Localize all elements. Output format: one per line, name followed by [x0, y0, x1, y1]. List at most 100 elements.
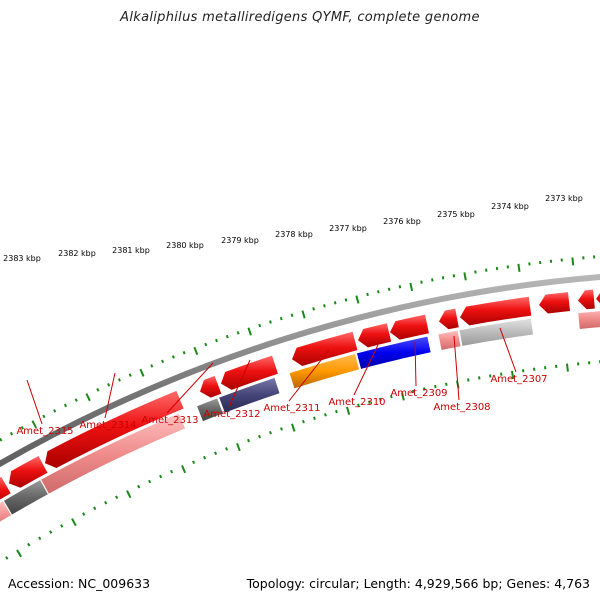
- outer-tick-minor: [441, 276, 445, 280]
- leader-line-amet-2313: [166, 362, 214, 414]
- forward-gene-arrow-1: [0, 476, 11, 500]
- gene-label-amet-2312: Amet_2312: [203, 409, 260, 420]
- cog-segment-end: [578, 311, 600, 330]
- inner-tick-major: [126, 490, 132, 499]
- kbp-label-2383-kbp: 2383 kbp: [3, 254, 41, 263]
- inner-tick-minor: [214, 451, 218, 456]
- kbp-label-2382-kbp: 2382 kbp: [58, 249, 96, 258]
- inner-tick-minor: [412, 389, 415, 394]
- inner-tick-major: [16, 549, 22, 558]
- kbp-label-2379-kbp: 2379 kbp: [221, 236, 259, 245]
- outer-tick-major: [517, 263, 521, 272]
- cog-segment-amet-2311: [289, 353, 360, 389]
- inner-tick-minor: [27, 542, 31, 547]
- inner-tick-minor: [467, 378, 470, 382]
- outer-tick-minor: [323, 304, 326, 308]
- outer-tick-major: [463, 272, 467, 281]
- inner-tick-minor: [159, 474, 163, 479]
- accession-text: Accession: NC_009633: [8, 576, 151, 591]
- outer-tick-major: [571, 257, 575, 266]
- inner-tick-major: [401, 392, 405, 401]
- inner-tick-minor: [258, 434, 261, 439]
- inner-tick-minor: [82, 512, 86, 516]
- gene-label-amet-2311: Amet_2311: [263, 403, 320, 414]
- outer-tick-minor: [279, 316, 283, 321]
- inner-tick-minor: [357, 403, 360, 408]
- inner-tick-minor: [192, 460, 196, 464]
- inner-tick-major: [291, 423, 296, 432]
- inner-tick-minor: [423, 387, 426, 391]
- outer-tick-minor: [269, 320, 272, 324]
- outer-tick-minor: [161, 359, 165, 364]
- inner-tick-minor: [115, 495, 119, 500]
- cog-segment-amet-2315: [3, 480, 48, 515]
- gene-label-amet-2313: Amet_2313: [141, 415, 198, 426]
- outer-tick-major: [139, 368, 145, 377]
- cog-segment-amet-2312: [219, 378, 280, 413]
- inner-tick-minor: [38, 536, 42, 541]
- kbp-label-2381-kbp: 2381 kbp: [112, 246, 150, 255]
- leader-line-amet-2307: [499, 327, 517, 373]
- leader-line-amet-2315: [26, 379, 43, 425]
- leader-line-amet-2311: [288, 349, 330, 402]
- inner-tick-minor: [280, 427, 283, 431]
- cog-segment-0: [0, 501, 12, 522]
- outer-tick-minor: [0, 437, 3, 442]
- outer-tick-minor: [204, 342, 208, 347]
- inner-tick-minor: [93, 506, 97, 511]
- outer-tick-minor: [150, 364, 154, 368]
- outer-tick-major: [301, 310, 306, 319]
- forward-gene-arrow-11: [539, 292, 571, 314]
- cog-segment-amet-2310: [356, 336, 431, 369]
- outer-tick-minor: [42, 414, 46, 419]
- forward-gene-arrow-7: [358, 323, 392, 348]
- forward-gene-arrow-8: [390, 314, 429, 340]
- forward-gene-arrow-6: [292, 331, 358, 366]
- outer-tick-major: [409, 282, 414, 292]
- outer-tick-major: [193, 346, 199, 356]
- kbp-label-2374-kbp: 2374 kbp: [491, 202, 529, 211]
- inner-tick-major: [511, 370, 515, 379]
- outer-tick-minor: [182, 350, 186, 355]
- inner-tick-major: [346, 406, 351, 415]
- outer-tick-minor: [258, 323, 262, 328]
- forward-gene-arrow-5: [221, 355, 278, 390]
- outer-tick-minor: [344, 298, 348, 302]
- map-title: Alkaliphilus metalliredigens QYMF, compl…: [120, 10, 480, 25]
- inner-tick-minor: [445, 382, 448, 386]
- outer-tick-minor: [171, 355, 175, 359]
- inner-tick-minor: [269, 430, 272, 435]
- kbp-label-2378-kbp: 2378 kbp: [275, 230, 313, 239]
- kbp-label-2377-kbp: 2377 kbp: [329, 224, 367, 233]
- cog-segment-amet-2314: [41, 413, 186, 494]
- outer-tick-major: [355, 295, 360, 304]
- gene-label-amet-2315: Amet_2315: [16, 426, 73, 437]
- gene-label-amet-2309: Amet_2309: [390, 388, 447, 399]
- outer-tick-minor: [9, 431, 14, 436]
- outer-tick-minor: [452, 274, 456, 278]
- outer-tick-minor: [128, 373, 132, 377]
- inner-tick-major: [181, 465, 187, 474]
- leader-line-amet-2314: [104, 372, 116, 419]
- kbp-label-2373-kbp: 2373 kbp: [545, 194, 583, 203]
- cog-segment-amet-2308: [438, 330, 461, 351]
- leader-line-amet-2312: [228, 359, 251, 408]
- cog-segment-amet-2307: [459, 318, 534, 346]
- inner-tick-minor: [5, 556, 9, 560]
- inner-tick-minor: [335, 409, 338, 414]
- outer-tick-minor: [117, 378, 121, 382]
- outer-tick-minor: [333, 301, 337, 305]
- inner-tick-minor: [60, 524, 64, 528]
- forward-gene-arrow-13: [596, 293, 600, 304]
- outer-tick-minor: [431, 278, 434, 282]
- kbp-label-2375-kbp: 2375 kbp: [437, 210, 475, 219]
- inner-tick-major: [71, 518, 77, 527]
- inner-tick-minor: [478, 376, 481, 380]
- inner-tick-minor: [49, 530, 53, 534]
- gene-label-amet-2307: Amet_2307: [490, 374, 547, 385]
- outer-tick-minor: [96, 388, 100, 392]
- outer-tick-minor: [107, 383, 111, 387]
- gene-label-amet-2308: Amet_2308: [433, 402, 490, 413]
- inner-tick-minor: [379, 397, 382, 402]
- outer-tick-major: [247, 327, 252, 336]
